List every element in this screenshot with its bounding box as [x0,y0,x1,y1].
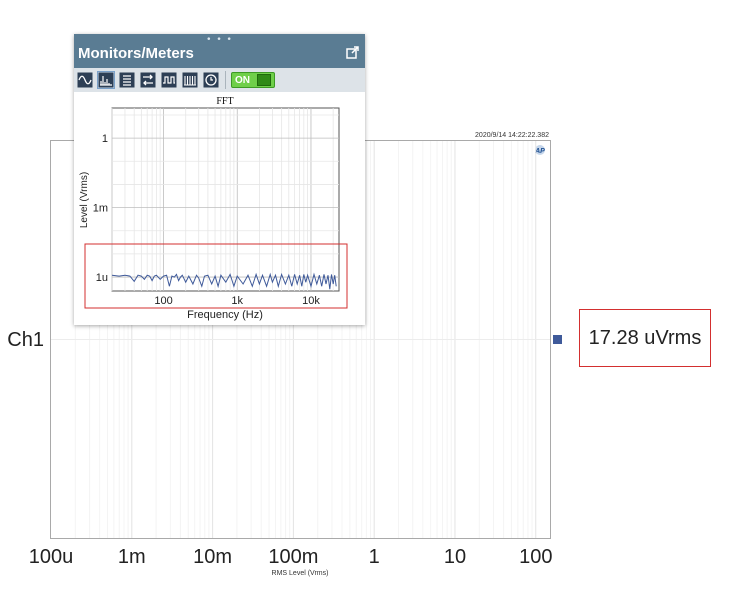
popout-icon[interactable] [346,46,359,59]
x-tick-label: 10m [193,546,232,568]
fft-y-tick-labels: 1 1m 1u [93,133,108,284]
level-readout: 17.28 uVrms [579,309,711,367]
list-icon[interactable] [118,71,136,89]
sine-wave-icon[interactable] [76,71,94,89]
toggle-knob [257,74,271,86]
panel-title: Monitors/Meters [78,45,194,62]
panel-toolbar: ON [74,68,365,92]
drag-grip-icon[interactable]: • • • [206,35,233,45]
fft-y-tick-label: 1m [93,203,108,215]
fft-chart: FFT 1 1m 1u 100 1k 10k Frequency (Hz) Level … [79,96,348,321]
x-tick-labels: 100u 1m 10m 100m 1 10 100 [29,546,553,568]
bars-icon[interactable] [181,71,199,89]
fft-x-tick-labels: 100 1k 10k [154,295,320,307]
fft-title: FFT [216,96,233,107]
square-wave-icon[interactable] [160,71,178,89]
ap-logo-text: AP [534,148,545,155]
noise-floor-highlight [84,243,348,309]
fft-x-axis-title: Frequency (Hz) [187,309,263,321]
fft-x-tick-label: 100 [154,295,172,307]
x-tick-label: 10 [444,546,466,568]
x-tick-label: 1m [118,546,146,568]
panel-header[interactable]: • • • Monitors/Meters [74,34,365,68]
fft-y-tick-label: 1u [96,272,108,284]
x-tick-label: 1 [369,546,380,568]
fft-icon[interactable] [97,71,115,89]
clock-icon[interactable] [202,71,220,89]
fft-x-tick-label: 1k [231,295,243,307]
ap-logo: AP [534,145,545,155]
fft-x-tick-label: 10k [302,295,320,307]
generator-on-toggle[interactable]: ON [231,72,275,88]
fft-y-tick-label: 1 [102,133,108,145]
swap-icon[interactable] [139,71,157,89]
x-tick-label: 100m [268,546,318,568]
fft-y-axis-title: Level (Vrms) [79,172,90,228]
channel-label: Ch1 [7,329,44,351]
x-tick-label: 100 [519,546,552,568]
on-toggle-label: ON [235,74,250,86]
timestamp-label: 2020/9/14 14:22:22.382 [475,132,549,139]
monitors-meters-panel: • • • Monitors/Meters ON [74,34,365,325]
fft-trace-line [111,272,337,290]
fft-grid [111,108,339,291]
x-tick-label: 100u [29,546,74,568]
channel-level-marker [553,335,562,344]
toolbar-separator [225,71,226,89]
x-axis-title: RMS Level (Vrms) [272,570,329,577]
